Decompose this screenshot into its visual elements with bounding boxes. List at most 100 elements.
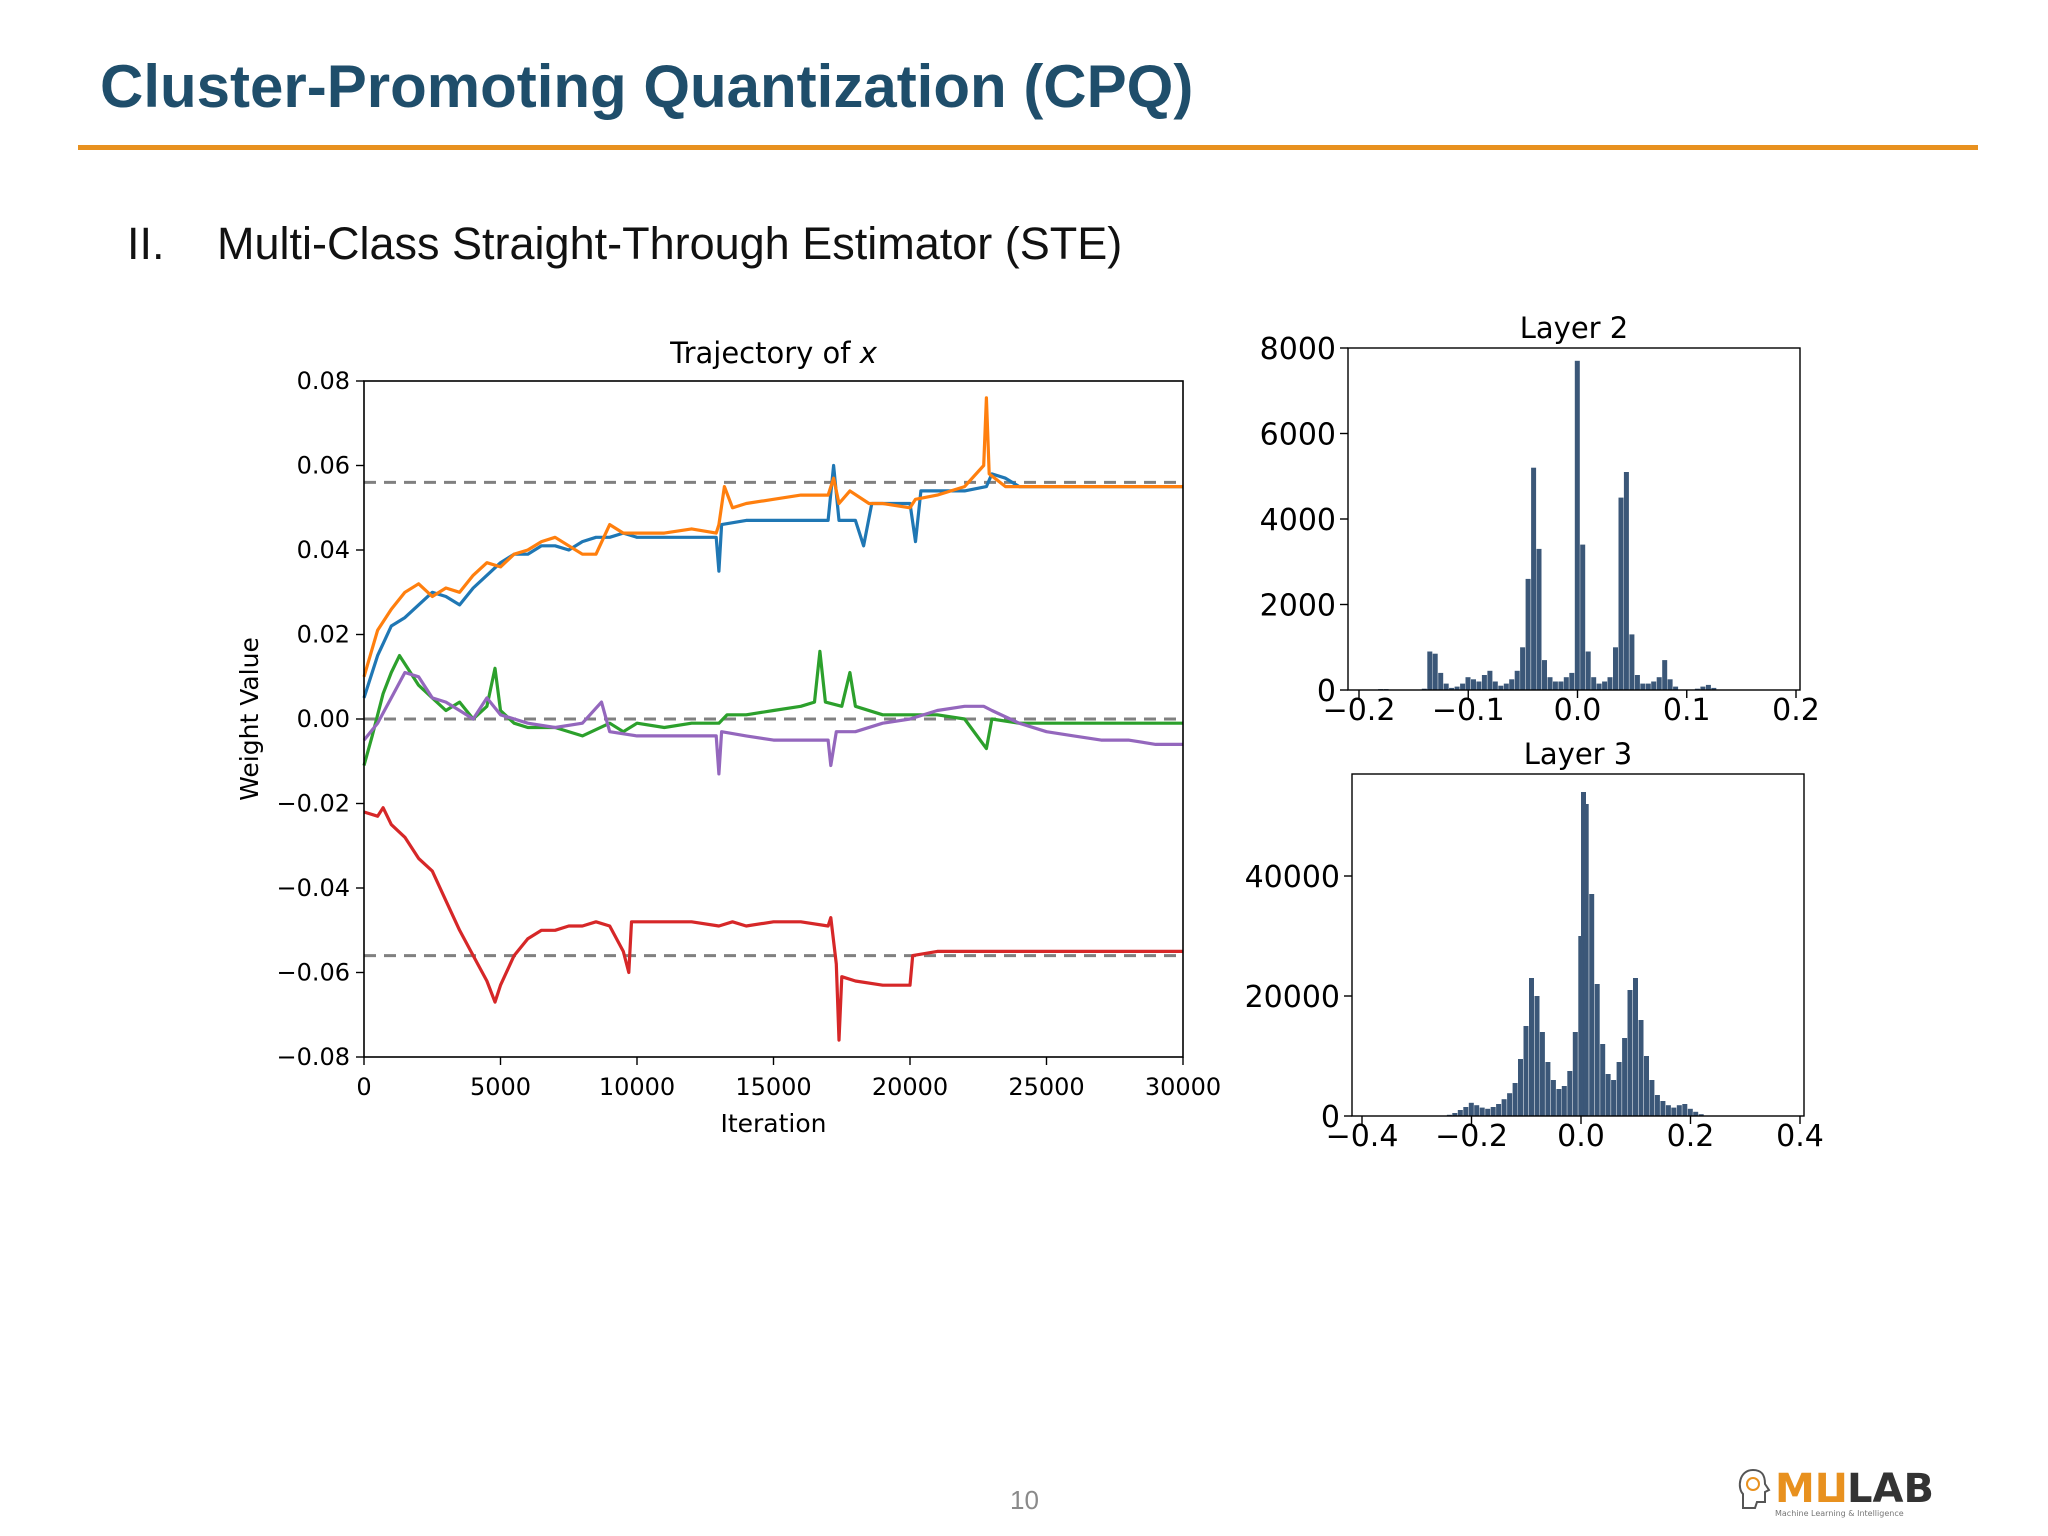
layer2-bar [1711, 687, 1717, 690]
layer3-bar [1485, 1108, 1491, 1116]
layer3-bar [1594, 984, 1600, 1116]
layer2-bar [1471, 679, 1476, 690]
x-tick-label: 25000 [1008, 1073, 1084, 1101]
layer3-bar [1545, 1062, 1551, 1116]
y-tick-label: 0.06 [297, 452, 350, 480]
layer2-bar [1525, 578, 1531, 690]
layer2-bar [1536, 548, 1542, 690]
layer2-x-tick-label: 0.0 [1554, 693, 1602, 728]
layer2-bar [1585, 651, 1591, 690]
layer2-bar [1432, 653, 1438, 690]
layer2-bar [1634, 675, 1640, 690]
layer2-bar [1640, 683, 1646, 690]
layer3-bar [1474, 1105, 1480, 1116]
y-tick-label: −0.04 [276, 874, 350, 902]
layer3-title: Layer 3 [1524, 737, 1633, 771]
layer3-bar [1507, 1093, 1513, 1116]
layer2-bar [1673, 686, 1679, 690]
layer2-y-tick-label: 8000 [1260, 332, 1336, 367]
layer2-x-tick-label: −0.1 [1432, 693, 1505, 728]
layer2-bar [1465, 677, 1471, 690]
y-tick-label: 0.02 [297, 621, 350, 649]
layer3-x-tick-label: −0.2 [1435, 1119, 1508, 1154]
layer3-bar [1463, 1107, 1469, 1116]
layer3-bar [1556, 1089, 1562, 1116]
slide-title: Cluster-Promoting Quantization (CPQ) [100, 53, 1194, 120]
layer3-bar [1633, 978, 1638, 1116]
x-axis-label: Iteration [720, 1109, 826, 1138]
layer3-bar [1539, 1032, 1545, 1116]
layer2-x-tick-label: 0.2 [1772, 693, 1820, 728]
title-divider [78, 145, 1978, 150]
section-title: Multi-Class Straight-Through Estimator (… [217, 218, 1123, 269]
series-line-2 [362, 396, 1183, 678]
layer2-bar [1623, 472, 1629, 690]
series-line-5 [363, 806, 1183, 1042]
y-tick-label: 0.04 [297, 536, 350, 564]
series-line-1 [362, 463, 1183, 699]
layer2-title: Layer 2 [1520, 311, 1629, 345]
y-axis-label: Weight Value [235, 637, 264, 801]
svg-text:LAB: LAB [1847, 1466, 1934, 1512]
trajectory-chart: 0 5000 10000 15000 20000 25000 30000 0.08 0.06 0.… [235, 336, 1221, 1138]
layer2-y-tick-label: 2000 [1260, 589, 1336, 624]
layer2-bar [1520, 647, 1526, 691]
layer3-histogram: −0.4 −0.2 0.0 0.2 0.4 0 20000 40000 Layer 3 [1245, 737, 1824, 1154]
layer2-bar [1618, 497, 1624, 690]
layer3-bar [1550, 1080, 1556, 1116]
layer3-bar [1567, 1071, 1573, 1116]
layer2-bar [1476, 681, 1482, 690]
chart-title: Trajectory of x [669, 336, 878, 370]
x-tick-label: 15000 [735, 1073, 811, 1101]
layer3-bar [1676, 1105, 1682, 1116]
layer3-bar [1638, 1020, 1644, 1116]
mlilab-logo: ML I LAB Machine Learning & Intelligence [1735, 1460, 1975, 1525]
layer3-bar [1600, 1044, 1606, 1116]
layer3-bar [1616, 1062, 1622, 1116]
layer3-x-tick-label: 0.4 [1776, 1119, 1824, 1154]
y-tick-label: 0.08 [297, 367, 350, 395]
layer2-bar [1487, 670, 1493, 690]
layer2-bar [1700, 686, 1706, 690]
y-tick-label: −0.06 [276, 959, 350, 987]
x-tick-label: 30000 [1145, 1073, 1221, 1101]
layer3-bar [1589, 894, 1595, 1116]
layer2-bar [1613, 647, 1618, 691]
layer3-bar [1644, 1056, 1649, 1116]
layer2-bar [1574, 360, 1580, 690]
layer2-bar [1498, 685, 1504, 690]
layer3-bar [1479, 1107, 1485, 1116]
layer2-bar [1645, 683, 1651, 690]
layer2-bar [1443, 683, 1449, 690]
layer2-bar [1481, 675, 1487, 690]
layer3-bar [1452, 1113, 1458, 1116]
layer2-bar [1656, 677, 1662, 690]
page-number: 10 [1010, 1485, 1039, 1515]
y-tick-label: −0.02 [276, 790, 350, 818]
layer2-bar [1563, 677, 1569, 690]
layer2-bar [1449, 687, 1455, 690]
x-tick-label: 20000 [872, 1073, 948, 1101]
layer3-x-tick-label: 0.2 [1667, 1119, 1715, 1154]
layer2-bar [1542, 660, 1547, 690]
layer2-x-tick-label: 0.1 [1663, 693, 1711, 728]
layer2-bar [1602, 681, 1608, 690]
layer2-histogram: −0.2 −0.1 0.0 0.1 0.2 0 2000 4000 6000 8000 Layer … [1260, 311, 1820, 728]
layer2-x-tick-label: −0.2 [1323, 693, 1396, 728]
layer3-bar [1581, 792, 1586, 1116]
layer2-bar [1607, 677, 1613, 690]
layer2-bar [1596, 683, 1602, 690]
layer3-bar [1529, 978, 1534, 1116]
layer3-frame [1351, 773, 1805, 1117]
layer2-bar [1547, 677, 1553, 690]
y-tick-label: −0.08 [276, 1043, 350, 1071]
layer3-bar [1457, 1110, 1463, 1116]
svg-text:I: I [1833, 1466, 1848, 1512]
layer2-bar [1509, 679, 1515, 690]
layer3-bar [1572, 1032, 1578, 1116]
layer3-bar [1561, 1086, 1567, 1116]
layer3-bar [1512, 1083, 1518, 1116]
layer3-bar [1501, 1099, 1507, 1116]
x-tick-label: 5000 [470, 1073, 531, 1101]
layer2-y-tick-label: 0 [1317, 674, 1336, 709]
